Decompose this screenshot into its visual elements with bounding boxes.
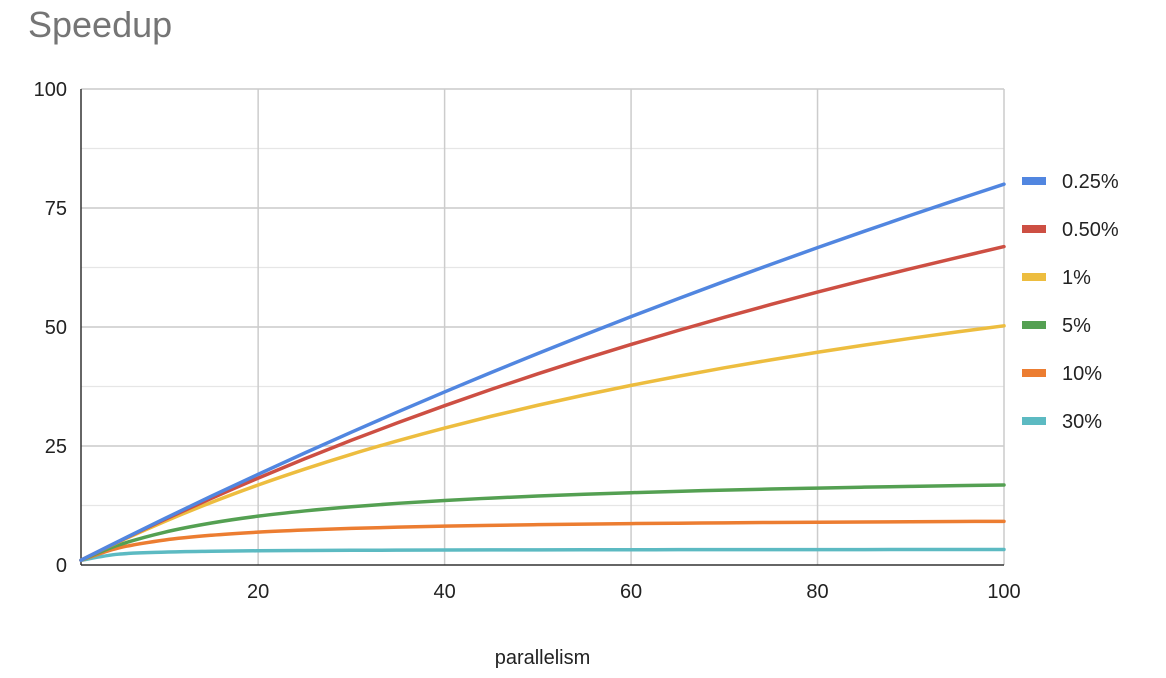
legend-label: 0.25% [1062,171,1119,193]
legend-swatch [1022,225,1046,233]
x-tick-label: 60 [620,581,642,603]
series-line [79,483,1006,562]
y-tick-label: 50 [45,317,67,339]
series-line [79,244,1006,562]
legend-swatch [1022,273,1046,281]
legend-label: 10% [1062,363,1102,385]
x-axis-label: parallelism [495,647,591,669]
legend-item: 10% [1022,363,1102,385]
series-line [79,182,1006,562]
legend-item: 5% [1022,315,1091,337]
x-tick-label: 20 [247,581,269,603]
gridlines [81,88,1005,565]
legend-swatch [1022,321,1046,329]
legend-item: 1% [1022,267,1091,289]
legend-item: 0.50% [1022,219,1119,241]
series-line [79,547,1006,562]
series-line [79,324,1006,562]
legend-label: 0.50% [1062,219,1119,241]
x-tick-label: 100 [987,581,1020,603]
legend-swatch [1022,417,1046,425]
chart-title: Speedup [28,4,173,45]
axes [80,89,1004,566]
legend-swatch [1022,369,1046,377]
series-line [79,519,1006,562]
y-tick-label: 100 [34,79,67,101]
series-lines [79,182,1006,562]
y-tick-label: 25 [45,436,67,458]
legend-item: 30% [1022,411,1102,433]
legend-swatch [1022,177,1046,185]
legend-label: 30% [1062,411,1102,433]
legend-label: 1% [1062,267,1091,289]
x-tick-label: 80 [806,581,828,603]
tick-labels: 0 25 50 75 100 20 40 60 80 100 [34,79,1021,603]
legend: 0.25% 0.50% 1% 5% 10% 30% [1022,171,1119,433]
legend-item: 0.25% [1022,171,1119,193]
legend-label: 5% [1062,315,1091,337]
y-tick-label: 0 [56,555,67,577]
y-tick-label: 75 [45,198,67,220]
x-tick-label: 40 [433,581,455,603]
